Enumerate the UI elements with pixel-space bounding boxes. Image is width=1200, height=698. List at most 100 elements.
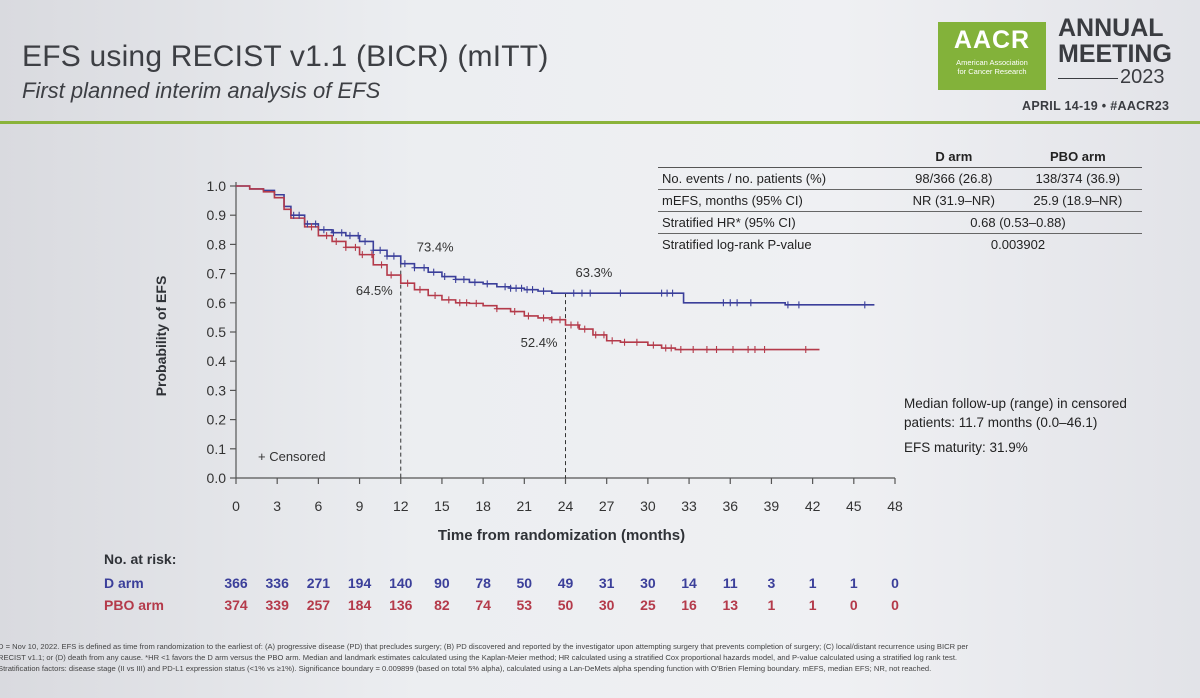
stats-row-label: Stratified log-rank P-value bbox=[658, 233, 894, 255]
risk-label-d-arm: D arm bbox=[104, 575, 144, 591]
risk-count: 1 bbox=[767, 597, 776, 613]
maturity-note: EFS maturity: 31.9% bbox=[904, 440, 1028, 455]
censor-mark-pbo-arm bbox=[668, 344, 675, 352]
landmark-label-d-arm: 63.3% bbox=[576, 265, 613, 280]
risk-count: 78 bbox=[475, 575, 491, 591]
risk-count: 0 bbox=[891, 575, 899, 591]
risk-count: 257 bbox=[306, 597, 331, 613]
censor-mark-pbo-arm bbox=[650, 341, 657, 349]
header-divider bbox=[0, 121, 1200, 124]
x-tick-label: 30 bbox=[640, 498, 656, 514]
stats-header-d-arm: D arm bbox=[894, 146, 1014, 168]
stats-row-hr: Stratified HR* (95% CI) 0.68 (0.53–0.88) bbox=[658, 211, 1142, 234]
censor-mark-d-arm bbox=[430, 268, 437, 276]
censor-mark-d-arm bbox=[658, 289, 665, 297]
censor-mark-d-arm bbox=[411, 264, 418, 272]
censor-mark-d-arm bbox=[617, 289, 624, 297]
risk-count: 30 bbox=[598, 597, 615, 613]
censor-mark-pbo-arm bbox=[802, 346, 809, 354]
censor-mark-d-arm bbox=[727, 299, 734, 307]
risk-count: 50 bbox=[557, 597, 574, 613]
y-tick-label: 0.2 bbox=[207, 412, 227, 428]
censor-mark-pbo-arm bbox=[567, 321, 574, 329]
risk-count: 50 bbox=[516, 575, 533, 591]
x-tick-label: 15 bbox=[434, 498, 450, 514]
censor-mark-pbo-arm bbox=[548, 316, 555, 324]
censor-mark-pbo-arm bbox=[677, 346, 684, 354]
censor-mark-d-arm bbox=[570, 289, 577, 297]
footnote: D = Nov 10, 2022. EFS is defined as time… bbox=[0, 641, 1198, 674]
meeting-word: MEETING bbox=[1058, 40, 1172, 68]
censor-mark-pbo-arm bbox=[493, 305, 500, 313]
censor-mark-pbo-arm bbox=[456, 299, 463, 307]
censor-mark-d-arm bbox=[529, 286, 536, 294]
censor-mark-pbo-arm bbox=[600, 331, 607, 339]
risk-count: 140 bbox=[389, 575, 413, 591]
stats-row-label: Stratified HR* (95% CI) bbox=[658, 211, 894, 234]
censor-mark-d-arm bbox=[338, 229, 345, 237]
risk-count: 136 bbox=[389, 597, 413, 613]
censor-mark-pbo-arm bbox=[690, 346, 697, 354]
y-tick-label: 0.9 bbox=[207, 207, 227, 223]
censor-mark-pbo-arm bbox=[713, 346, 720, 354]
censor-mark-pbo-arm bbox=[333, 237, 340, 245]
censor-mark-d-arm bbox=[720, 299, 727, 307]
y-tick-label: 0.1 bbox=[207, 441, 227, 457]
censor-mark-pbo-arm bbox=[581, 325, 588, 333]
censor-mark-pbo-arm bbox=[609, 337, 616, 345]
risk-count: 11 bbox=[722, 575, 738, 591]
chart-labels: Time from randomization (months) Probabil… bbox=[153, 240, 685, 544]
x-tick-label: 33 bbox=[681, 498, 697, 514]
censor-mark-d-arm bbox=[320, 226, 327, 234]
risk-count: 366 bbox=[224, 575, 248, 591]
risk-count: 82 bbox=[434, 597, 450, 613]
stats-row-label: mEFS, months (95% CI) bbox=[658, 189, 894, 212]
y-tick-label: 1.0 bbox=[207, 178, 227, 194]
censor-marks bbox=[290, 211, 868, 354]
y-tick-label: 0.4 bbox=[207, 353, 227, 369]
y-tick-label: 0.6 bbox=[207, 295, 227, 311]
censor-mark-d-arm bbox=[507, 284, 514, 292]
risk-count: 53 bbox=[516, 597, 533, 613]
censor-mark-d-arm bbox=[304, 220, 311, 228]
risk-count: 194 bbox=[347, 575, 372, 591]
censor-mark-d-arm bbox=[484, 280, 491, 288]
censor-mark-d-arm bbox=[734, 299, 741, 307]
risk-count: 1 bbox=[849, 575, 858, 591]
risk-count: 184 bbox=[347, 597, 372, 613]
x-tick-label: 6 bbox=[314, 498, 322, 514]
censor-mark-pbo-arm bbox=[323, 232, 330, 240]
censor-mark-d-arm bbox=[330, 229, 337, 237]
risk-count: 1 bbox=[808, 575, 817, 591]
risk-count: 25 bbox=[640, 597, 656, 613]
x-tick-label: 42 bbox=[805, 498, 821, 514]
risk-label-pbo-arm: PBO arm bbox=[104, 597, 164, 613]
censor-mark-pbo-arm bbox=[342, 243, 349, 251]
censor-mark-pbo-arm bbox=[378, 261, 385, 269]
censor-mark-pbo-arm bbox=[745, 346, 752, 354]
censor-mark-d-arm bbox=[669, 289, 676, 297]
x-tick-label: 48 bbox=[887, 498, 903, 514]
stats-cell-d: 98/366 (26.8) bbox=[894, 167, 1014, 190]
aacr-logo-subtitle-1: American Association bbox=[956, 58, 1028, 67]
risk-count: 30 bbox=[640, 575, 656, 591]
censor-mark-pbo-arm bbox=[703, 346, 710, 354]
risk-count: 0 bbox=[891, 597, 899, 613]
censor-mark-d-arm bbox=[390, 252, 397, 260]
x-tick-label: 21 bbox=[517, 498, 533, 514]
censored-legend: + Censored bbox=[258, 449, 326, 464]
censor-mark-d-arm bbox=[384, 252, 391, 260]
km-curve-pbo-arm bbox=[236, 185, 820, 351]
aacr-logo-subtitle-2: for Cancer Research bbox=[957, 67, 1027, 76]
risk-table-title: No. at risk: bbox=[104, 551, 177, 567]
y-tick-label: 0.0 bbox=[207, 470, 227, 486]
stats-cell-combined: 0.68 (0.53–0.88) bbox=[894, 211, 1142, 234]
censor-mark-pbo-arm bbox=[525, 312, 532, 320]
x-tick-label: 18 bbox=[475, 498, 491, 514]
censor-mark-d-arm bbox=[587, 289, 594, 297]
y-tick-label: 0.7 bbox=[207, 266, 227, 282]
risk-count: 3 bbox=[767, 575, 776, 591]
risk-count: 31 bbox=[598, 575, 615, 591]
censor-mark-pbo-arm bbox=[540, 314, 547, 322]
